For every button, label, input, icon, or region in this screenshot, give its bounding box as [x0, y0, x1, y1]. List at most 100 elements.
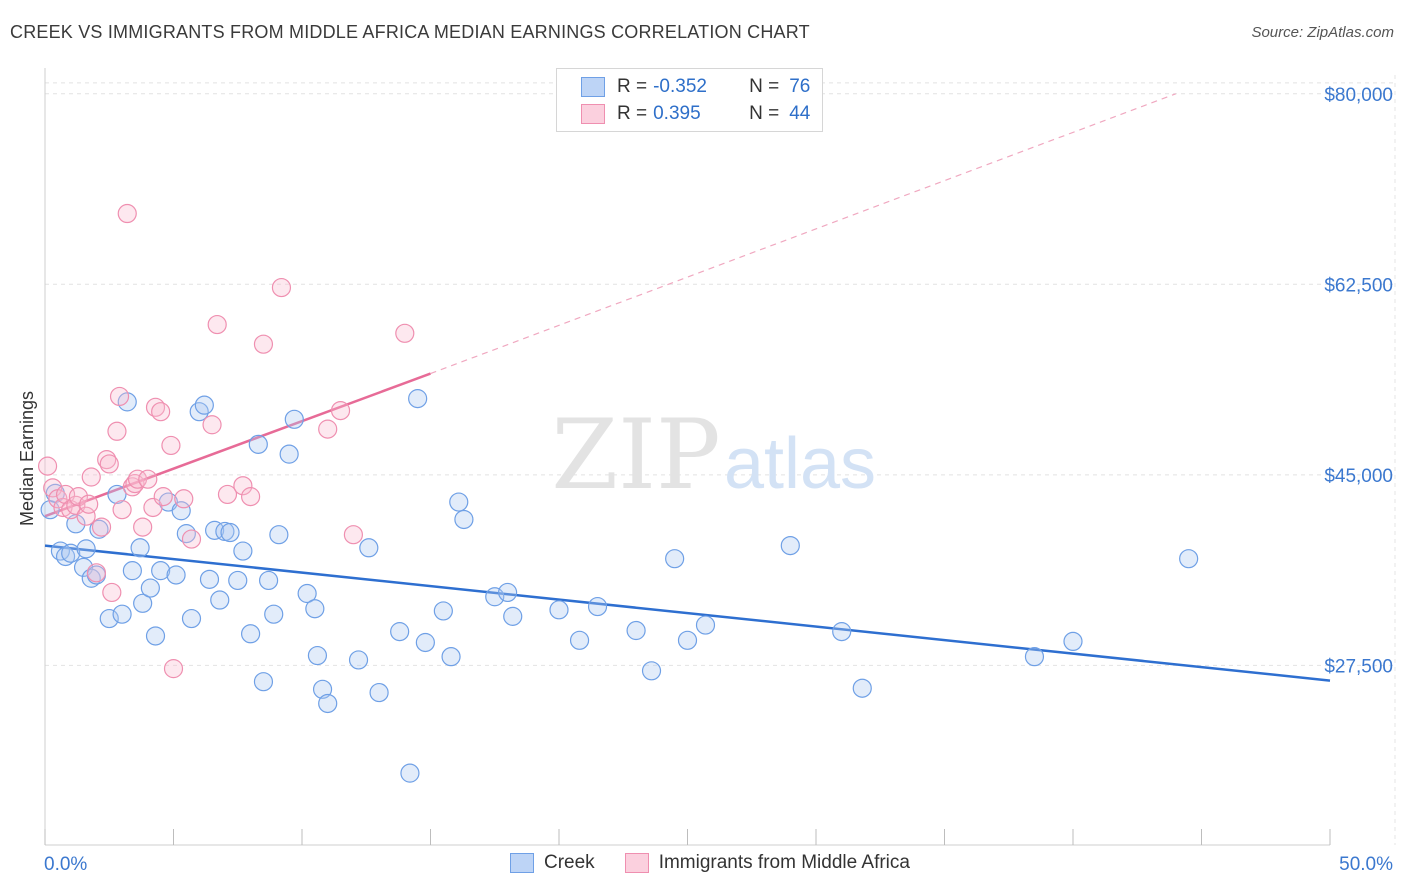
creek-point	[140, 578, 160, 598]
y-tick-label: $27,500	[1324, 656, 1393, 677]
immigrants-point	[91, 517, 112, 537]
watermark-zip: ZIP	[551, 399, 720, 511]
immigrants-point	[99, 454, 119, 474]
creek-point	[549, 600, 569, 620]
creek-point	[832, 622, 852, 642]
creek-point	[449, 492, 469, 512]
legend-n-value: 44	[789, 103, 811, 124]
immigrants-point	[117, 203, 137, 224]
trend-lines	[44, 93, 1331, 682]
creek-point	[695, 615, 716, 635]
creek-point	[348, 650, 369, 670]
correlation-legend: R = -0.352 N = 76 R = 0.395 N = 44	[556, 68, 823, 132]
creek-point	[359, 538, 379, 558]
immigrants-point	[253, 334, 274, 354]
creek-point	[641, 661, 662, 681]
creek-point	[264, 604, 284, 624]
legend-r-value: 0.395	[653, 103, 701, 124]
legend-swatch-creek	[581, 77, 605, 97]
creek-point	[228, 570, 248, 591]
creek-point	[99, 608, 119, 629]
creek-point	[112, 604, 132, 624]
immigrants-point	[79, 494, 99, 514]
tick-labels: $27,500 $45,000 $62,500 $80,000 0.0% 50.0% Med…	[17, 85, 1393, 875]
creek-point	[587, 596, 608, 617]
immigrants-point	[133, 517, 153, 537]
creek-point	[166, 565, 186, 585]
creek-point	[269, 525, 289, 545]
chart-title: CREEK VS IMMIGRANTS FROM MIDDLE AFRICA M…	[10, 22, 810, 42]
immigrants-point	[86, 563, 107, 583]
creek-point	[318, 693, 338, 714]
creek-point	[89, 519, 109, 539]
legend-n-value: 76	[789, 76, 811, 97]
immigrants-point	[68, 487, 89, 507]
legend-item-creek: Creek	[510, 852, 595, 874]
legend-swatch-immigrants	[581, 104, 605, 124]
creek-point	[503, 606, 523, 626]
creek-point	[780, 535, 800, 556]
creek-point	[61, 543, 81, 563]
immigrants-point	[81, 467, 101, 487]
creek-point	[1179, 549, 1199, 569]
creek-point	[485, 587, 505, 607]
creek-point	[852, 678, 872, 698]
creek-point	[305, 599, 325, 619]
legend-r-label: R =	[617, 103, 648, 124]
creek-point	[151, 561, 171, 581]
immigrants-point	[217, 484, 238, 505]
creek-point	[248, 434, 268, 454]
y-tick-label: $45,000	[1324, 466, 1393, 487]
immigrants-trend-line	[44, 372, 431, 518]
creek-point	[297, 583, 317, 604]
creek-point	[441, 647, 461, 667]
immigrants-point	[318, 419, 338, 439]
immigrants-point	[76, 506, 96, 526]
immigrants-point	[138, 469, 158, 489]
legend-n-label: N =	[749, 103, 780, 124]
immigrants-point	[127, 469, 148, 489]
creek-point	[390, 622, 410, 642]
immigrants-point	[37, 456, 58, 476]
creek-trend-line	[44, 544, 1331, 682]
immigrants-point	[343, 525, 363, 545]
legend-r-label: R =	[617, 76, 648, 97]
legend-row-creek: R = -0.352 N = 76	[581, 75, 810, 99]
creek-point	[81, 568, 101, 588]
creek-point	[233, 541, 253, 561]
y-tick-label: $80,000	[1324, 85, 1393, 106]
immigrants-point	[153, 487, 173, 507]
creek-point	[498, 582, 518, 603]
data-points	[37, 203, 1199, 783]
immigrants-trend-extension	[430, 93, 1177, 375]
creek-point	[199, 569, 220, 589]
immigrants-point	[112, 500, 132, 520]
legend-r-value: -0.352	[653, 76, 707, 97]
source-note: Source: ZipAtlas.com	[1251, 24, 1394, 41]
immigrants-point	[181, 529, 202, 549]
watermark-atlas: atlas	[724, 424, 876, 504]
x-tick-label: 0.0%	[44, 854, 87, 875]
creek-point	[122, 561, 142, 581]
creek-point	[569, 630, 590, 650]
axes	[44, 68, 1331, 846]
creek-point	[369, 682, 389, 703]
creek-point	[220, 522, 240, 543]
immigrants-point	[241, 487, 261, 507]
legend-row-immigrants: R = 0.395 N = 44	[581, 102, 810, 126]
legend-label-immigrants: Immigrants from Middle Africa	[658, 852, 910, 873]
creek-point	[55, 546, 76, 567]
y-tick-label: $62,500	[1324, 275, 1393, 296]
creek-point	[677, 630, 698, 650]
creek-point	[189, 402, 209, 422]
legend-swatch-immigrants	[624, 853, 649, 873]
creek-point	[107, 484, 127, 505]
creek-point	[181, 608, 202, 629]
creek-point	[130, 538, 150, 558]
creek-point	[194, 395, 214, 415]
creek-point	[312, 679, 333, 699]
creek-point	[253, 672, 274, 692]
creek-point	[205, 520, 225, 540]
x-tick-label: 50.0%	[1339, 854, 1393, 875]
